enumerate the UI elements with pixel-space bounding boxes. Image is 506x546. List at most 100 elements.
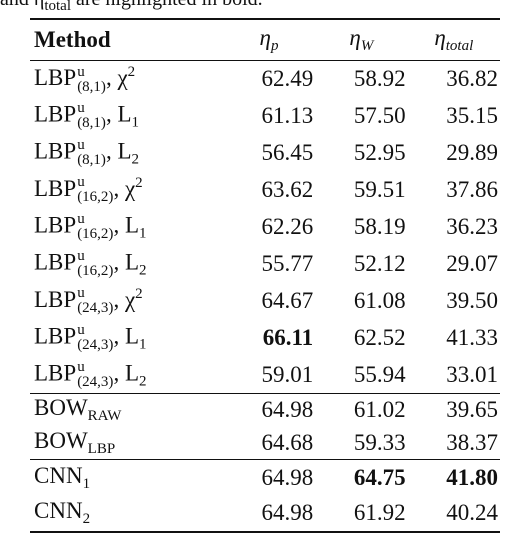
table-row: BOWRAW 64.98 61.02 39.65 — [30, 394, 500, 427]
value: 62.49 — [261, 66, 314, 92]
value-cell: 36.82 — [408, 61, 500, 98]
value-cell: 59.01 — [223, 357, 315, 394]
value-cell: 35.15 — [408, 98, 500, 135]
method-superscript: u — [77, 285, 85, 302]
method-name: CNN — [34, 498, 83, 523]
method-subscript: (24,3) — [77, 336, 114, 353]
value: 36.82 — [446, 66, 498, 92]
header-subscript: p — [270, 38, 279, 54]
value: 64.75 — [353, 464, 406, 490]
caption-text: are highlighted in bold. — [71, 0, 263, 10]
value-cell: 64.98 — [223, 394, 315, 427]
value-cell: 62.49 — [223, 61, 315, 98]
method-name: LBP — [34, 323, 77, 349]
value: 64.98 — [261, 397, 314, 423]
method-superscript: u — [77, 99, 85, 116]
method-cell: LBP u (24,3), L1 — [30, 320, 223, 357]
table-row: LBP u (24,3), χ2 64.67 61.08 39.50 — [30, 283, 500, 320]
table-header: Method ηp ηW ηtotal — [30, 19, 500, 61]
value-cell: 62.26 — [223, 209, 315, 246]
value: 61.92 — [353, 500, 406, 525]
value: 55.94 — [353, 361, 406, 387]
method-subscript: (16,2) — [77, 262, 114, 279]
value: 58.92 — [353, 66, 406, 92]
method-superscript: u — [77, 247, 85, 264]
value: 39.65 — [446, 397, 498, 423]
value-cell: 52.95 — [315, 135, 407, 172]
header-text: Method — [34, 27, 111, 52]
value-cell: 39.50 — [408, 283, 500, 320]
value: 40.24 — [446, 500, 498, 525]
header-text: η — [349, 25, 361, 50]
value: 33.01 — [446, 361, 498, 387]
value-cell: 63.62 — [223, 172, 315, 209]
distance-name: , χ — [113, 286, 136, 312]
method-cell: LBP u (16,2), L1 — [30, 209, 223, 246]
value: 36.23 — [446, 214, 498, 239]
value-cell: 61.92 — [315, 496, 407, 532]
method-cell: BOWLBP — [30, 427, 223, 460]
table-row: LBP u (8,1), χ2 62.49 58.92 36.82 — [30, 61, 500, 98]
table-row: LBP u (8,1), L2 56.45 52.95 29.89 — [30, 135, 500, 172]
method-scripts: u (24,3) — [77, 322, 114, 353]
distance-subscript: 2 — [131, 151, 140, 168]
method-cell: CNN1 — [30, 460, 223, 496]
distance-subscript: 2 — [139, 372, 147, 389]
value-cell: 29.07 — [408, 246, 500, 283]
value-cell: 61.02 — [315, 394, 407, 427]
method-subscript: (16,2) — [77, 225, 114, 242]
method-cell: LBP u (8,1), L1 — [30, 98, 223, 135]
method-cell: LBP u (8,1), L2 — [30, 135, 223, 172]
value-cell: 57.50 — [315, 98, 407, 135]
table-row: LBP u (24,3), L1 66.11 62.52 41.33 — [30, 320, 500, 357]
method-subscript: (24,3) — [77, 300, 114, 317]
method-subscript: (8,1) — [77, 114, 106, 131]
value: 29.07 — [446, 251, 498, 276]
method-superscript: u — [77, 174, 85, 191]
method-name: BOW — [34, 395, 88, 421]
value-cell: 29.89 — [408, 135, 500, 172]
row-group: LBP u (8,1), χ2 62.49 58.92 36.82 LBP u (8,1), L… — [30, 60, 500, 394]
header-cell: ηp — [223, 19, 315, 61]
table-row: LBP u (16,2), χ2 63.62 59.51 37.86 — [30, 172, 500, 209]
header-cell: Method — [30, 19, 223, 61]
value-cell: 64.98 — [223, 460, 315, 496]
header-cell: ηW — [315, 19, 407, 61]
table-row: CNN2 64.98 61.92 40.24 — [30, 496, 500, 532]
header-subscript: total — [445, 38, 474, 54]
method-cell: LBP u (24,3), L2 — [30, 357, 223, 394]
value-cell: 61.13 — [223, 98, 315, 135]
method-subscript: 2 — [82, 511, 91, 527]
distance-name: , L — [113, 359, 139, 385]
method-scripts: u (16,2) — [77, 247, 114, 279]
method-scripts: u (8,1) — [77, 64, 106, 95]
value: 64.98 — [261, 464, 314, 490]
value: 64.68 — [261, 429, 314, 455]
value-cell: 58.19 — [315, 209, 407, 246]
header-subscript: W — [360, 38, 374, 54]
table-row: LBP u (16,2), L2 55.77 52.12 29.07 — [30, 246, 500, 283]
method-name: LBP — [34, 138, 77, 164]
value: 66.11 — [262, 325, 314, 350]
method-subscript: (8,1) — [77, 151, 106, 168]
value: 59.51 — [353, 177, 406, 202]
table-row: LBP u (8,1), L1 61.13 57.50 35.15 — [30, 98, 500, 135]
value: 62.52 — [353, 325, 406, 350]
value-cell: 64.68 — [223, 427, 315, 460]
caption-text: and η — [0, 0, 44, 10]
value: 41.33 — [446, 325, 498, 350]
value-cell: 39.65 — [408, 394, 500, 427]
value: 61.02 — [353, 397, 406, 423]
table-row: BOWLBP 64.68 59.33 38.37 — [30, 427, 500, 460]
value: 59.01 — [261, 361, 314, 387]
value-cell: 64.75 — [315, 460, 407, 496]
value: 56.45 — [261, 140, 314, 165]
value: 39.50 — [446, 288, 498, 313]
method-name: CNN — [34, 462, 83, 488]
value-cell: 61.08 — [315, 283, 407, 320]
header-text: η — [434, 25, 446, 50]
method-superscript: u — [77, 358, 85, 375]
value: 55.77 — [261, 251, 314, 276]
value-cell: 36.23 — [408, 209, 500, 246]
